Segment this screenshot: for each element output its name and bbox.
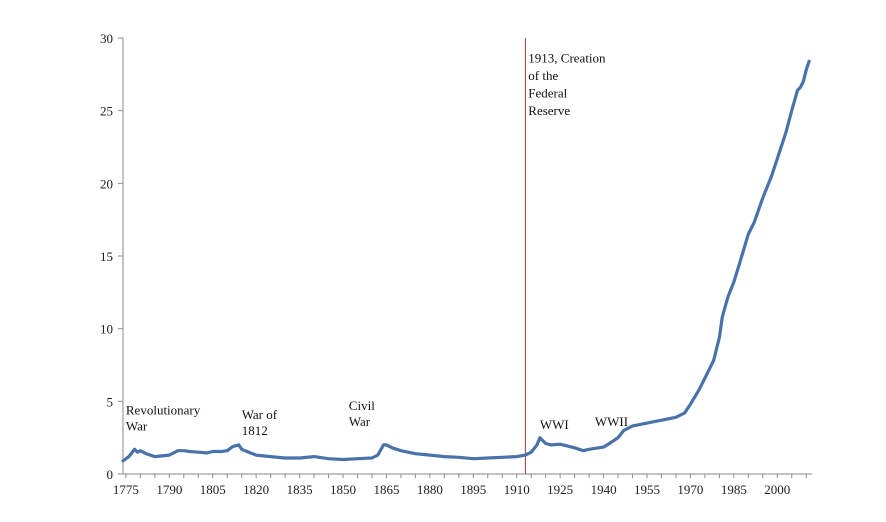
x-tick-label: 1865 [373, 482, 399, 497]
x-tick-label: 1940 [591, 482, 617, 497]
y-tick-label: 15 [100, 249, 113, 264]
x-tick-label: 1910 [504, 482, 530, 497]
x-tick-label: 1925 [547, 482, 573, 497]
x-tick-label: 1955 [634, 482, 660, 497]
annotation-label: Revolutionary War [126, 402, 201, 433]
x-tick-label: 1880 [417, 482, 443, 497]
x-tick-label: 1805 [200, 482, 226, 497]
annotation-label: WWII [595, 414, 628, 429]
y-tick-label: 30 [100, 31, 113, 46]
y-tick-label: 0 [107, 467, 114, 482]
price-level-line [121, 59, 811, 463]
x-tick-label: 1790 [156, 482, 182, 497]
x-tick-label: 1820 [243, 482, 269, 497]
x-tick-label: 1970 [677, 482, 703, 497]
y-tick-label: 5 [107, 394, 114, 409]
y-tick-label: 25 [100, 104, 113, 119]
annotation-label: Civil War [349, 398, 375, 429]
x-tick-label: 1775 [113, 482, 139, 497]
annotation-label: 1913, Creation of the Federal Reserve [528, 51, 606, 119]
annotation-label: War of 1812 [242, 407, 278, 438]
y-tick-label: 10 [100, 322, 113, 337]
x-tick-label: 1835 [287, 482, 313, 497]
x-tick-label: 2000 [764, 482, 790, 497]
annotation-label: WWI [540, 417, 569, 432]
x-tick-label: 1985 [721, 482, 747, 497]
x-tick-label: 1895 [460, 482, 486, 497]
x-tick-label: 1850 [330, 482, 356, 497]
y-tick-label: 20 [100, 176, 113, 191]
